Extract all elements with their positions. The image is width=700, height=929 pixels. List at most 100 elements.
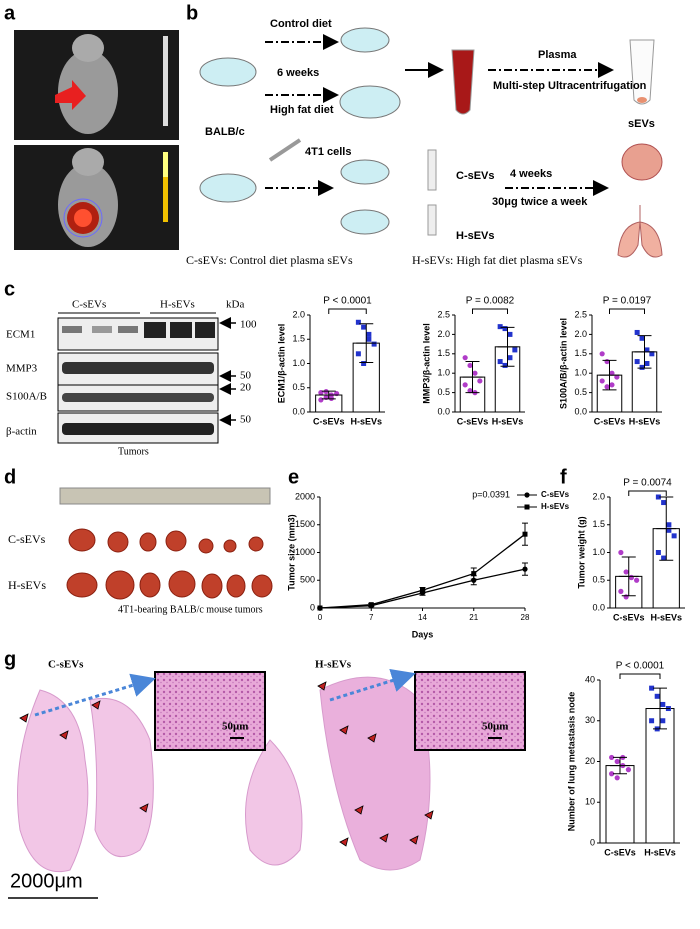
significance-bracket	[619, 673, 661, 679]
data-point	[420, 587, 425, 593]
y-tick-label: 2.0	[574, 329, 587, 339]
y-tick-label: 1.0	[592, 547, 605, 557]
significance-bracket	[472, 308, 508, 314]
data-point	[507, 331, 513, 337]
data-point	[609, 370, 615, 376]
y-tick-label: 0.5	[292, 382, 305, 392]
panel-label: d	[4, 466, 16, 488]
tumor-row: H-sEVs	[8, 578, 46, 592]
y-tick-label: 0.5	[574, 387, 587, 397]
y-tick-label: 0.0	[292, 406, 305, 416]
x-tick-label: 7	[369, 613, 374, 622]
inset-scale: 50μm	[482, 721, 508, 733]
blot-marker: 100	[240, 319, 257, 331]
data-point	[522, 531, 528, 537]
scheme-text: H-sEVs	[456, 230, 495, 242]
y-tick-label: 2.0	[292, 309, 305, 319]
y-tick-label: 0.5	[592, 575, 605, 585]
error-bar	[318, 390, 339, 400]
x-tick-label: C-sEVs	[604, 847, 636, 857]
legend-marker	[524, 492, 530, 498]
y-tick-label: 0.0	[592, 602, 605, 612]
data-point	[522, 566, 528, 572]
y-tick-label: 40	[585, 674, 595, 684]
data-point	[614, 775, 620, 781]
data-point	[666, 522, 672, 528]
blot-row: β-actin	[6, 426, 37, 438]
scale-bar-label: 2000μm	[10, 870, 83, 892]
significance-bracket	[628, 490, 667, 496]
data-point	[497, 324, 503, 330]
scheme-text: Multi-step Ultracentrifugation	[493, 80, 647, 92]
y-axis-label: Tumor weight (g)	[576, 516, 586, 588]
y-tick-label: 2.5	[437, 309, 450, 319]
blot-row: S100A/B	[6, 391, 47, 403]
x-tick-label: H-sEVs	[492, 416, 524, 426]
annotation: P = 0.0074	[623, 478, 672, 489]
data-point	[355, 319, 361, 325]
data-point	[628, 574, 634, 581]
data-point	[472, 370, 478, 376]
scheme-note: H-sEVs: High fat diet plasma sEVs	[412, 253, 583, 267]
data-point	[639, 335, 645, 341]
data-point	[318, 397, 324, 403]
data-point	[614, 374, 620, 380]
y-tick-label: 2000	[295, 491, 315, 501]
bar	[605, 765, 635, 844]
scheme-text: 4 weeks	[510, 168, 552, 180]
data-point	[477, 378, 483, 384]
y-tick-label: 1.0	[574, 368, 587, 378]
data-point	[644, 361, 650, 366]
error-bar	[356, 323, 377, 364]
scheme-note: C-sEVs: Control diet plasma sEVs	[186, 253, 353, 267]
y-tick-label: 1500	[295, 519, 315, 529]
x-tick-label: H-sEVs	[644, 847, 676, 857]
error-bar	[599, 359, 620, 391]
blot-marker: 50	[240, 414, 252, 426]
y-tick-label: 20	[585, 756, 595, 766]
data-point	[609, 771, 615, 777]
scheme-text: 30μg twice a week	[492, 196, 588, 208]
scheme-text: Control diet	[270, 18, 332, 30]
bioluminescence-images	[14, 30, 179, 250]
tumor-caption: 4T1-bearing BALB/c mouse tumors	[118, 604, 263, 615]
panel-label: e	[288, 466, 299, 488]
error-bar	[610, 756, 630, 775]
error-bar	[462, 361, 483, 394]
scheme-text: High fat diet	[270, 104, 334, 116]
y-axis-label: Number of lung metastasis node	[566, 692, 576, 832]
data-point	[660, 718, 666, 724]
y-tick-label: 0.5	[437, 387, 450, 397]
blot-marker: 50	[240, 370, 252, 382]
data-point	[502, 326, 508, 332]
y-axis-label: S100A/B/β-actin level	[558, 318, 568, 409]
annotation: P < 0.0001	[323, 296, 372, 307]
data-point	[634, 577, 640, 583]
blot-group: H-sEVs	[160, 299, 195, 311]
error-bar	[497, 326, 518, 367]
data-point	[604, 384, 610, 390]
y-axis-label: Tumor size (mm3)	[286, 514, 296, 590]
x-tick-label: 21	[469, 613, 478, 622]
blot-unit: kDa	[226, 299, 244, 311]
data-point	[671, 533, 677, 539]
data-point	[639, 364, 645, 370]
data-point	[355, 351, 361, 357]
data-point	[618, 588, 624, 594]
y-tick-label: 2.0	[592, 491, 605, 501]
x-tick-label: 28	[521, 613, 530, 622]
scheme-text: Plasma	[538, 49, 577, 61]
x-tick-label: C-sEVs	[313, 416, 345, 426]
data-point	[462, 382, 468, 388]
data-point	[467, 362, 473, 369]
error-bar	[634, 335, 655, 369]
data-point	[625, 767, 632, 773]
panel-label: f	[560, 466, 567, 488]
error-bar	[656, 496, 677, 561]
data-point	[512, 347, 518, 353]
annotation: P = 0.0197	[603, 296, 652, 307]
data-point	[649, 718, 655, 724]
data-point	[317, 605, 323, 611]
